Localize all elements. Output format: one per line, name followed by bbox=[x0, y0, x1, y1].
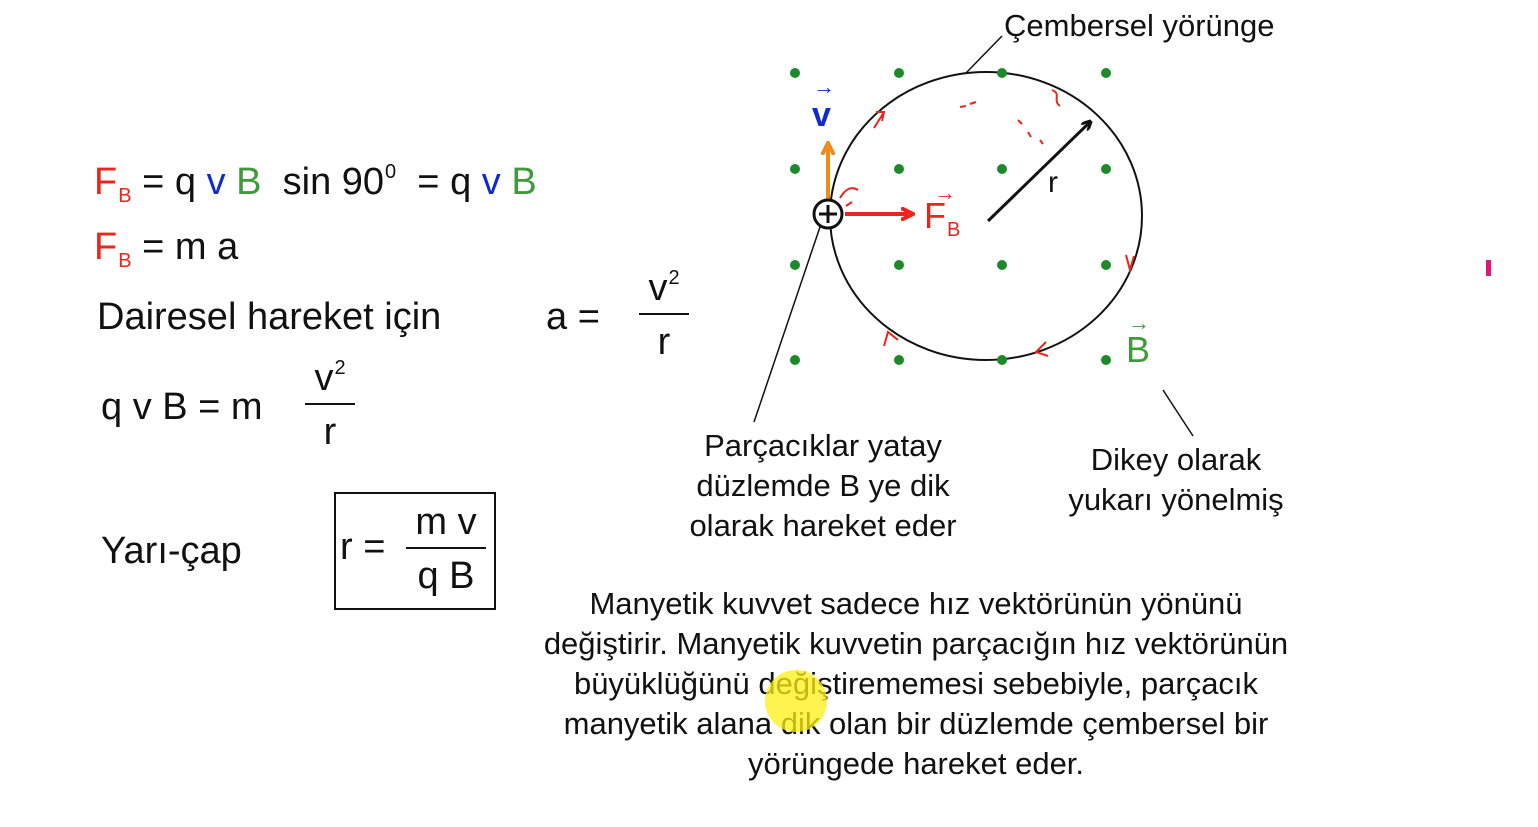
caption-line: yukarı yönelmiş bbox=[1068, 482, 1284, 517]
force-symbol: F bbox=[94, 161, 118, 203]
field-dot bbox=[1101, 260, 1111, 270]
field-dot bbox=[790, 260, 800, 270]
vertical-caption: Dikey olarak yukarı yönelmiş bbox=[1046, 440, 1306, 520]
balance-fraction: v2 r bbox=[304, 358, 356, 451]
velocity-vector-arrow: → bbox=[813, 74, 835, 99]
orbit-leader-line bbox=[965, 35, 1003, 74]
cursor-highlight bbox=[765, 670, 827, 732]
lorentz-force-equation: FB = q v B sin 900 = q v B bbox=[94, 162, 537, 206]
field-dot bbox=[790, 164, 800, 174]
circular-motion-label: Dairesel hareket için bbox=[97, 296, 442, 338]
field-symbol-2: B bbox=[511, 161, 537, 203]
force-subscript: B bbox=[118, 185, 132, 207]
centripetal-fraction: v2 r bbox=[638, 268, 690, 361]
field-leader-line bbox=[1162, 389, 1194, 437]
direction-mark bbox=[873, 111, 886, 129]
radius-arrow bbox=[986, 122, 1090, 223]
direction-mark bbox=[839, 187, 859, 207]
fraction-denominator: q B bbox=[417, 555, 475, 597]
equals-sign: = bbox=[142, 161, 165, 203]
force-letter: F bbox=[924, 195, 946, 236]
fraction-denominator: r bbox=[657, 321, 671, 363]
field-dot bbox=[894, 260, 904, 270]
direction-mark bbox=[1034, 341, 1049, 357]
direction-mark bbox=[1125, 254, 1135, 274]
paragraph-line: Manyetik kuvvet sadece hız vektörünün yö… bbox=[589, 586, 1243, 621]
field-dot bbox=[1101, 164, 1111, 174]
fraction-numerator: m v bbox=[415, 501, 477, 543]
particles-caption: Parçacıklar yatay düzlemde B ye dik olar… bbox=[660, 426, 986, 546]
fraction-denominator: r bbox=[323, 411, 337, 453]
equals-sign-2: = bbox=[417, 161, 440, 203]
field-vector-arrow: → bbox=[1128, 310, 1150, 335]
positive-charge-icon bbox=[812, 198, 844, 230]
balance-equation-lhs: q v B = m bbox=[101, 386, 263, 428]
field-dots bbox=[790, 68, 1111, 365]
direction-mark bbox=[1017, 119, 1044, 145]
fraction-numerator: v bbox=[648, 267, 668, 309]
radius-lhs: r = bbox=[340, 526, 386, 568]
field-dot bbox=[997, 164, 1007, 174]
fraction-exponent: 2 bbox=[668, 267, 680, 289]
field-dot bbox=[894, 68, 904, 78]
direction-mark bbox=[959, 101, 977, 108]
paragraph-line: büyüklüğünü değiştirememesi sebebiyle, p… bbox=[573, 666, 1259, 701]
field-dot bbox=[1101, 355, 1111, 365]
force-vector-arrow: → bbox=[934, 180, 956, 205]
field-label: B bbox=[1126, 329, 1151, 370]
velocity-symbol-2: v bbox=[481, 161, 501, 203]
sine-term: sin 90 bbox=[282, 161, 385, 203]
fraction-bar bbox=[406, 547, 486, 549]
paragraph-line: değiştirir. Manyetik kuvvetin parçacığın… bbox=[543, 626, 1289, 661]
explanation-paragraph: Manyetik kuvvet sadece hız vektörünün yö… bbox=[480, 584, 1352, 784]
radius-formula-box bbox=[334, 492, 496, 610]
field-dot bbox=[997, 68, 1007, 78]
particle-leader-line bbox=[753, 223, 822, 423]
radius-label: Yarı-çap bbox=[101, 530, 242, 572]
caption-line: Parçacıklar yatay bbox=[704, 428, 942, 463]
fraction-bar bbox=[639, 313, 689, 315]
charge-symbol: q bbox=[174, 161, 197, 203]
field-dot bbox=[997, 260, 1007, 270]
fraction-numerator: v bbox=[314, 357, 334, 399]
newton-equation: FB = m a bbox=[94, 228, 238, 271]
force-label-subscript: B bbox=[947, 219, 961, 241]
fraction-bar bbox=[305, 403, 355, 405]
force-symbol: F bbox=[94, 226, 118, 268]
paragraph-line: yörüngede hareket eder. bbox=[747, 746, 1085, 781]
field-dot bbox=[894, 164, 904, 174]
orbit-label: Çembersel yörünge bbox=[1004, 8, 1275, 43]
force-subscript: B bbox=[118, 250, 132, 272]
charge-symbol-2: q bbox=[450, 161, 472, 203]
field-dot bbox=[894, 355, 904, 365]
newton-rhs: = m a bbox=[142, 226, 239, 268]
field-dot bbox=[790, 355, 800, 365]
velocity-symbol: v bbox=[206, 161, 226, 203]
field-dot bbox=[790, 68, 800, 78]
caption-line: Dikey olarak bbox=[1090, 442, 1262, 477]
acceleration-lhs: a = bbox=[546, 296, 600, 338]
force-label: FB bbox=[924, 195, 961, 241]
radius-vector-label: r bbox=[1048, 166, 1058, 199]
field-symbol: B bbox=[236, 161, 262, 203]
fraction-exponent: 2 bbox=[334, 357, 346, 379]
direction-mark bbox=[883, 330, 899, 347]
degree-superscript: 0 bbox=[385, 161, 397, 183]
pink-marker bbox=[1486, 260, 1491, 276]
orbit-direction-marks bbox=[839, 89, 1135, 357]
field-dot bbox=[1101, 68, 1111, 78]
caption-line: olarak hareket eder bbox=[689, 508, 957, 543]
caption-line: düzlemde B ye dik bbox=[696, 468, 950, 503]
direction-mark bbox=[1051, 89, 1061, 107]
radius-fraction: m v q B bbox=[405, 503, 487, 595]
paragraph-line: manyetik alana dik olan bir düzlemde çem… bbox=[563, 706, 1269, 741]
velocity-label: v bbox=[812, 96, 831, 134]
field-dot bbox=[997, 355, 1007, 365]
